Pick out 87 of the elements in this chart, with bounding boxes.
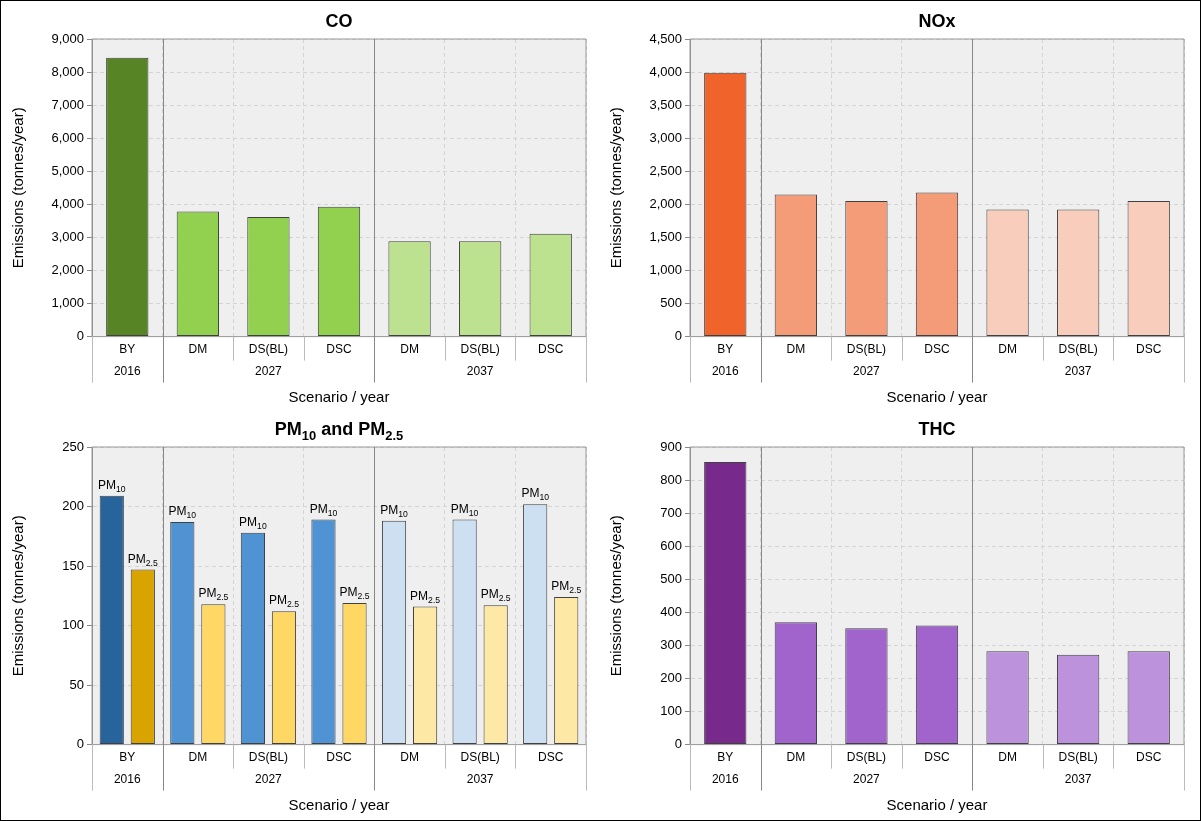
x-tick-label: DM: [786, 750, 806, 765]
y-tick-label: 4,000: [51, 195, 84, 211]
y-tick-label: 1,000: [51, 295, 84, 311]
text: 2037: [1064, 363, 1092, 378]
y-tick-label: 2,000: [51, 262, 84, 278]
x-tick-label: DSC: [538, 342, 564, 357]
x-axis-title: Scenario / year: [288, 388, 390, 406]
y-tick-label: 4,500: [649, 30, 682, 46]
x-tick-label: DSC: [924, 750, 950, 765]
y-axis-title: Emissions (tonnes/year): [607, 515, 625, 677]
x-tick-label: DSC: [538, 750, 564, 765]
y-tick-label: 8,000: [51, 63, 84, 79]
text: 2037: [466, 363, 494, 378]
y-tick-label: 100: [660, 703, 682, 719]
y-tick-label: 50: [69, 676, 84, 692]
text: 2016: [113, 771, 141, 786]
x-axis-title: Scenario / year: [886, 388, 988, 406]
text: 2016: [711, 363, 739, 378]
y-tick-label: 3,500: [649, 96, 682, 112]
x-tick-label: DS(BL): [1058, 342, 1098, 357]
y-tick-label: 500: [660, 295, 682, 311]
x-tick-label: DS(BL): [460, 342, 500, 357]
y-tick-label: 2,000: [649, 195, 682, 211]
y-tick-label: 1,500: [649, 228, 682, 244]
x-tick-label: DM: [188, 342, 208, 357]
y-tick-label: 600: [660, 537, 682, 553]
y-tick-label: 6,000: [51, 129, 84, 145]
x-tick-label: DM: [188, 750, 208, 765]
y-tick-label: 3,000: [51, 228, 84, 244]
text: 2016: [113, 363, 141, 378]
text: 2027: [255, 771, 283, 786]
x-tick-label: DSC: [1136, 342, 1162, 357]
y-tick-label: 0: [76, 328, 84, 344]
y-tick-label: 200: [660, 670, 682, 686]
x-axis-title: Scenario / year: [886, 796, 988, 814]
y-tick-label: 9,000: [51, 30, 84, 46]
y-tick-label: 4,000: [649, 63, 682, 79]
y-tick-label: 1,000: [649, 262, 682, 278]
x-tick-label: DSC: [326, 342, 352, 357]
y-tick-label: 400: [660, 603, 682, 619]
y-tick-label: 0: [76, 736, 84, 752]
y-tick-label: 0: [674, 736, 682, 752]
text: 2016: [711, 771, 739, 786]
x-tick-label: DS(BL): [846, 342, 887, 357]
y-tick-label: 2,500: [649, 162, 682, 178]
y-tick-label: 500: [660, 570, 682, 586]
x-tick-label: DS(BL): [248, 750, 289, 765]
x-tick-label: BY: [119, 750, 136, 765]
y-tick-label: 300: [660, 636, 682, 652]
x-tick-label: DM: [400, 342, 419, 357]
chart-title: NOx: [918, 11, 956, 31]
x-tick-label: BY: [717, 750, 734, 765]
x-tick-label: DSC: [924, 342, 950, 357]
text: 2037: [1064, 771, 1092, 786]
y-tick-label: 0: [674, 328, 682, 344]
x-tick-label: BY: [119, 342, 136, 357]
y-axis-title: Emissions (tonnes/year): [9, 515, 27, 677]
y-tick-label: 900: [660, 438, 682, 454]
y-tick-label: 100: [62, 617, 84, 633]
x-tick-label: DS(BL): [460, 750, 500, 765]
y-tick-label: 7,000: [51, 96, 84, 112]
x-tick-label: BY: [717, 342, 734, 357]
x-tick-label: DM: [400, 750, 419, 765]
y-tick-label: 700: [660, 504, 682, 520]
text: 2027: [853, 363, 881, 378]
x-tick-label: DSC: [1136, 750, 1162, 765]
y-axis-title: Emissions (tonnes/year): [607, 107, 625, 269]
y-tick-label: 5,000: [51, 162, 84, 178]
chart-title: THC: [918, 419, 956, 439]
x-tick-label: DM: [998, 342, 1017, 357]
x-tick-label: DS(BL): [1058, 750, 1098, 765]
y-tick-label: 150: [62, 557, 84, 573]
x-tick-label: DS(BL): [248, 342, 289, 357]
x-tick-label: DS(BL): [846, 750, 887, 765]
y-tick-label: 250: [62, 438, 84, 454]
text: 2027: [255, 363, 283, 378]
y-tick-label: 800: [660, 471, 682, 487]
y-axis-title: Emissions (tonnes/year): [9, 107, 27, 269]
x-tick-label: DM: [786, 342, 806, 357]
y-tick-label: 200: [62, 498, 84, 514]
x-tick-label: DM: [998, 750, 1017, 765]
x-tick-label: DSC: [326, 750, 352, 765]
text: 2027: [853, 771, 881, 786]
chart-title: CO: [325, 11, 353, 31]
y-tick-label: 3,000: [649, 129, 682, 145]
x-axis-title: Scenario / year: [288, 796, 390, 814]
text: 2037: [466, 771, 494, 786]
